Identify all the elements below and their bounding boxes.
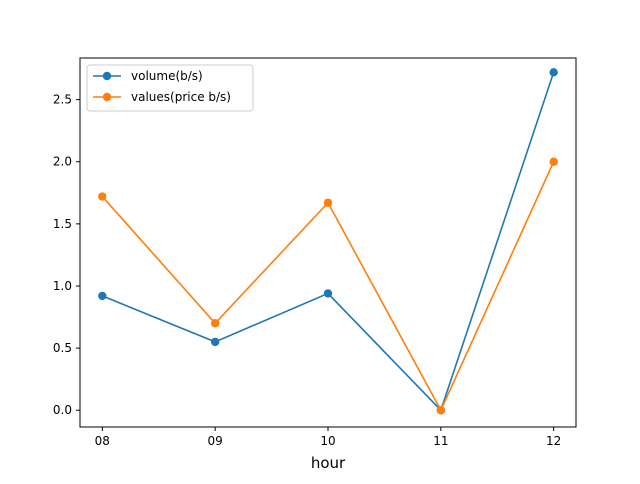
series-0-point-08 xyxy=(98,291,107,301)
series-1-point-11 xyxy=(436,406,446,415)
x-axis-label: hour xyxy=(311,454,346,472)
y-tick-label: 0.0 xyxy=(53,403,72,417)
series-1-point-09 xyxy=(210,319,220,328)
x-axis: 08 09 10 11 12 xyxy=(95,427,561,448)
legend: volume(b/s) values(price b/s) xyxy=(86,64,254,112)
y-tick-label: 1.0 xyxy=(53,279,72,293)
series-1-point-08 xyxy=(98,192,107,201)
series-0-point-12 xyxy=(549,68,558,77)
series-layer xyxy=(98,68,558,415)
y-tick-label: 2.5 xyxy=(53,93,72,107)
legend-label-1: values(price b/s) xyxy=(131,90,231,104)
y-tick-label: 2.0 xyxy=(53,155,72,169)
x-tick-label: 08 xyxy=(95,434,110,448)
y-axis: 0.0 0.5 1.0 1.5 2.0 2.5 xyxy=(53,93,80,417)
y-tick-label: 0.5 xyxy=(53,341,72,355)
x-tick-label: 09 xyxy=(208,434,223,448)
plot-area xyxy=(80,58,576,427)
x-tick-label: 11 xyxy=(433,434,448,448)
legend-marker-0 xyxy=(102,71,112,81)
series-1-point-12 xyxy=(549,157,558,166)
y-tick-label: 1.5 xyxy=(53,217,72,231)
x-tick-label: 12 xyxy=(546,434,561,448)
legend-label-0: volume(b/s) xyxy=(131,69,203,83)
legend-box xyxy=(86,64,254,112)
x-tick-label: 10 xyxy=(320,434,335,448)
series-0-point-10 xyxy=(323,289,333,298)
series-0-point-09 xyxy=(210,337,220,347)
legend-marker-1 xyxy=(102,92,112,102)
series-1-point-10 xyxy=(323,198,333,207)
